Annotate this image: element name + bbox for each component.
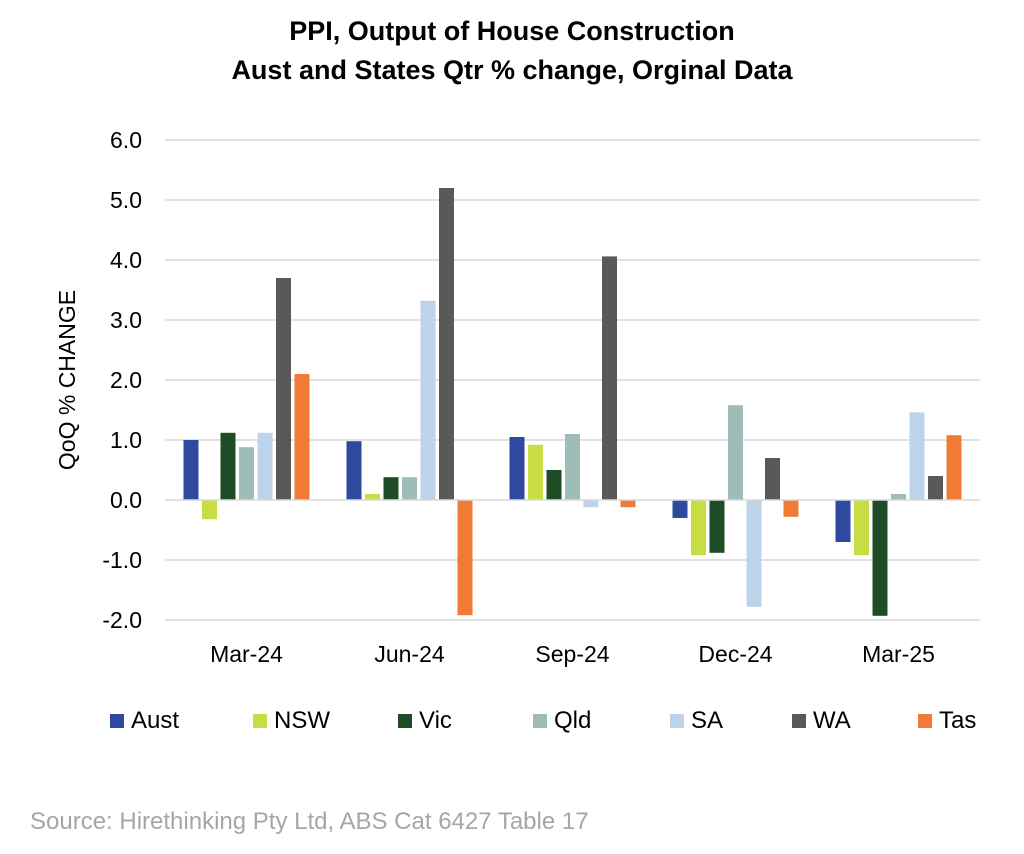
legend-label: Aust xyxy=(131,707,180,734)
legend-item-tas: Tas xyxy=(918,706,976,736)
x-tick-label: Jun-24 xyxy=(374,641,445,667)
legend-item-vic: Vic xyxy=(398,706,452,736)
bar-aust-dec-24 xyxy=(672,500,688,518)
bar-nsw-mar-25 xyxy=(854,500,869,556)
legend-item-aust: Aust xyxy=(110,706,179,736)
bar-wa-jun-24 xyxy=(439,188,454,500)
bar-vic-jun-24 xyxy=(383,477,399,500)
legend-label: WA xyxy=(813,707,851,734)
x-tick-label: Mar-24 xyxy=(210,641,283,667)
x-tick-label: Dec-24 xyxy=(698,641,772,667)
bar-aust-jun-24 xyxy=(346,441,362,500)
legend-swatch xyxy=(110,714,124,728)
bar-vic-dec-24 xyxy=(709,500,725,553)
bar-wa-mar-24 xyxy=(276,278,291,500)
bar-wa-dec-24 xyxy=(765,458,780,500)
bar-sa-jun-24 xyxy=(420,300,436,500)
legend-item-nsw: NSW xyxy=(253,706,330,736)
bar-wa-sep-24 xyxy=(602,256,617,500)
bar-tas-mar-25 xyxy=(946,435,962,500)
bar-qld-mar-24 xyxy=(239,447,254,500)
bar-tas-mar-24 xyxy=(294,374,310,500)
chart-title: PPI, Output of House Construction xyxy=(289,16,735,46)
bar-wa-mar-25 xyxy=(928,476,943,500)
bar-qld-mar-25 xyxy=(891,494,906,500)
legend-swatch xyxy=(253,714,267,728)
bar-nsw-jun-24 xyxy=(365,494,380,500)
legend-item-sa: SA xyxy=(670,706,723,736)
legend-item-qld: Qld xyxy=(533,706,591,736)
legend-swatch xyxy=(792,714,806,728)
bar-qld-jun-24 xyxy=(402,477,417,500)
bars xyxy=(183,188,962,616)
legend-label: Tas xyxy=(939,707,977,734)
bar-sa-mar-25 xyxy=(909,412,925,500)
bar-sa-mar-24 xyxy=(257,432,273,500)
bar-nsw-sep-24 xyxy=(528,444,543,500)
bar-qld-sep-24 xyxy=(565,434,580,500)
bar-tas-dec-24 xyxy=(783,500,799,517)
y-axis-label: QoQ % CHANGE xyxy=(54,290,80,470)
legend-label: Qld xyxy=(554,707,592,734)
bar-qld-dec-24 xyxy=(728,405,743,500)
legend-swatch xyxy=(398,714,412,728)
legend-swatch xyxy=(918,714,932,728)
legend-swatch xyxy=(670,714,684,728)
y-tick-label: 4.0 xyxy=(110,247,142,273)
bar-sa-sep-24 xyxy=(583,500,599,508)
bar-vic-mar-24 xyxy=(220,432,236,500)
bar-nsw-mar-24 xyxy=(202,500,217,520)
bar-nsw-dec-24 xyxy=(691,500,706,556)
legend-item-wa: WA xyxy=(792,706,851,736)
legend-label: NSW xyxy=(274,707,330,734)
bar-tas-sep-24 xyxy=(620,500,636,508)
y-axis-ticks: 6.0 5.0 4.0 3.0 2.0 1.0 0.0 -1.0 -2.0 xyxy=(102,127,142,633)
legend-label: Vic xyxy=(419,707,452,734)
bar-aust-sep-24 xyxy=(509,437,525,500)
bar-aust-mar-24 xyxy=(183,440,199,500)
y-tick-label: 0.0 xyxy=(110,487,142,513)
y-tick-label: -2.0 xyxy=(102,607,142,633)
bar-tas-jun-24 xyxy=(457,500,473,616)
y-tick-label: -1.0 xyxy=(102,547,142,573)
x-tick-label: Sep-24 xyxy=(535,641,609,667)
legend-label: SA xyxy=(691,707,724,734)
source-note: Source: Hirethinking Pty Ltd, ABS Cat 64… xyxy=(30,808,589,835)
legend-swatch xyxy=(533,714,547,728)
x-axis-ticks: Mar-24 Jun-24 Sep-24 Dec-24 Mar-25 xyxy=(210,641,935,667)
y-tick-label: 5.0 xyxy=(110,187,142,213)
bar-aust-mar-25 xyxy=(835,500,851,542)
y-tick-label: 6.0 xyxy=(110,127,142,153)
bar-vic-mar-25 xyxy=(872,500,888,616)
y-tick-label: 1.0 xyxy=(110,427,142,453)
bar-sa-dec-24 xyxy=(746,500,762,607)
y-tick-label: 2.0 xyxy=(110,367,142,393)
y-tick-label: 3.0 xyxy=(110,307,142,333)
chart-subtitle: Aust and States Qtr % change, Orginal Da… xyxy=(231,55,793,85)
x-tick-label: Mar-25 xyxy=(862,641,935,667)
bar-vic-sep-24 xyxy=(546,470,562,500)
